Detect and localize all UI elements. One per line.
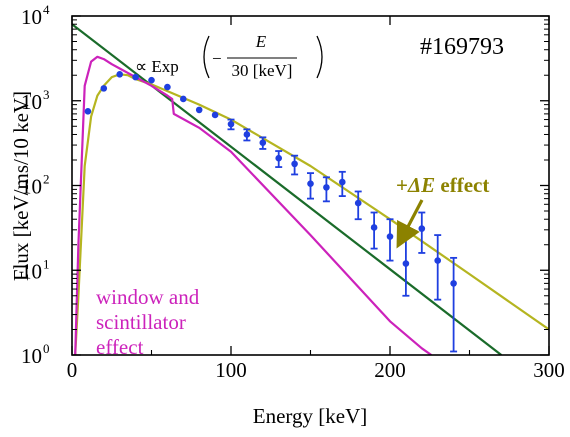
y-tick-label: 10 xyxy=(21,5,42,29)
data-point xyxy=(148,76,155,84)
plot-frame xyxy=(71,15,550,356)
delta-e-symbol: ΔE xyxy=(407,173,435,197)
formula-denominator: 30 [keV] xyxy=(232,61,293,80)
data-point xyxy=(164,83,171,91)
annotation-window-line-2: scintillator xyxy=(96,310,186,334)
delta-e-label: +ΔE effect xyxy=(396,173,489,197)
data-point xyxy=(211,111,219,119)
data-point xyxy=(291,160,298,168)
y-tick-exponent: 4 xyxy=(43,2,50,17)
y-tick-label: 10 xyxy=(21,175,42,199)
shot-number-label: #169793 xyxy=(420,34,504,60)
formula-sign: − xyxy=(212,49,222,68)
data-point xyxy=(84,108,92,115)
magenta-window-response-line xyxy=(74,55,432,355)
green-exp-fit-line xyxy=(72,23,502,355)
x-tick-label: 200 xyxy=(374,358,406,382)
formula-right-paren xyxy=(316,35,323,79)
data-point xyxy=(354,199,362,207)
x-tick-label: 300 xyxy=(533,358,565,382)
y-tick-label: 10 xyxy=(21,90,42,114)
data-point xyxy=(418,225,426,232)
data-point xyxy=(339,178,346,186)
data-point xyxy=(180,95,187,103)
window-scintillator-annotation: window and scintillator effect xyxy=(96,285,200,359)
data-point xyxy=(323,184,330,191)
y-tick-exponent: 1 xyxy=(43,256,50,271)
delta-e-suffix: effect xyxy=(435,173,489,197)
x-tick-label: 0 xyxy=(67,358,78,382)
x-tick-label: 100 xyxy=(215,358,247,382)
delta-e-annotation: +ΔE effect xyxy=(396,173,489,249)
olive-delta-e-fit-line xyxy=(74,73,549,355)
formula-prefix: ∝ Exp xyxy=(135,57,179,76)
data-point xyxy=(275,154,283,162)
y-tick-exponent: 2 xyxy=(43,172,50,187)
series-layer xyxy=(72,23,549,355)
data-point xyxy=(195,106,203,114)
annotation-window-line-3: effect xyxy=(96,335,144,359)
data-point xyxy=(386,233,394,240)
x-axis-title: Energy [keV] xyxy=(253,404,368,428)
formula-left-paren xyxy=(203,35,210,79)
data-point xyxy=(116,71,123,78)
y-axis-title: Flux [keV/ms/10 keV] xyxy=(9,91,33,281)
data-point xyxy=(100,85,108,92)
y-tick-exponent: 3 xyxy=(43,87,50,102)
delta-e-prefix: + xyxy=(396,173,408,197)
annotation-window-line-1: window and xyxy=(96,285,200,309)
formula-numerator: E xyxy=(255,32,267,51)
data-point xyxy=(434,257,442,264)
y-tick-exponent: 0 xyxy=(43,341,50,356)
data-point xyxy=(259,139,267,146)
exp-formula: ∝ Exp − E 30 [keV] xyxy=(135,32,323,80)
data-point xyxy=(450,280,457,287)
data-point xyxy=(370,224,378,231)
data-point xyxy=(243,131,251,138)
y-tick-label: 10 xyxy=(21,344,42,368)
data-point xyxy=(307,180,314,188)
delta-e-arrow xyxy=(396,199,424,249)
y-tick-label: 10 xyxy=(21,259,42,283)
data-point xyxy=(227,120,235,128)
data-point xyxy=(402,260,410,267)
data-point xyxy=(132,73,139,81)
